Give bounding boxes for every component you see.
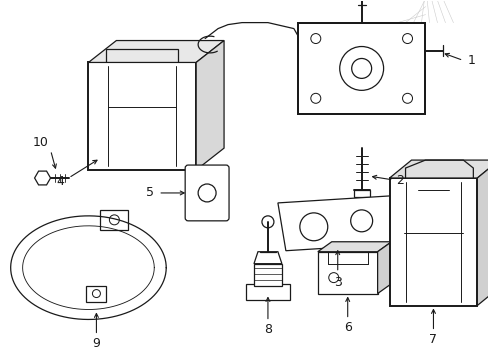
- Polygon shape: [88, 41, 224, 62]
- Text: 4: 4: [57, 175, 64, 189]
- Circle shape: [92, 289, 100, 298]
- Bar: [253, 264, 281, 285]
- Text: 6: 6: [343, 321, 351, 334]
- Circle shape: [350, 210, 372, 232]
- Polygon shape: [317, 242, 391, 252]
- Text: 7: 7: [428, 333, 437, 346]
- Circle shape: [109, 215, 119, 225]
- Circle shape: [198, 184, 216, 202]
- Bar: [297, 23, 425, 114]
- Text: 8: 8: [264, 323, 271, 336]
- Text: 10: 10: [33, 136, 48, 149]
- Polygon shape: [476, 160, 488, 306]
- Bar: [389, 178, 476, 306]
- Bar: [100, 210, 128, 230]
- Bar: [297, 23, 425, 114]
- Circle shape: [299, 213, 327, 241]
- Polygon shape: [389, 160, 488, 178]
- Polygon shape: [196, 41, 224, 170]
- Text: 9: 9: [92, 337, 100, 350]
- Circle shape: [351, 58, 371, 78]
- Polygon shape: [277, 195, 413, 251]
- Bar: [245, 284, 289, 300]
- Text: 5: 5: [146, 186, 154, 199]
- Polygon shape: [377, 242, 391, 293]
- Circle shape: [328, 273, 338, 283]
- Bar: [86, 285, 106, 302]
- Bar: [353, 190, 369, 197]
- Polygon shape: [405, 187, 425, 255]
- Circle shape: [402, 33, 412, 44]
- Polygon shape: [253, 252, 281, 264]
- Circle shape: [390, 200, 400, 210]
- Text: 2: 2: [396, 174, 404, 186]
- Text: 3: 3: [333, 276, 341, 289]
- Text: 1: 1: [467, 54, 474, 67]
- Circle shape: [310, 33, 320, 44]
- Circle shape: [402, 93, 412, 103]
- Circle shape: [339, 46, 383, 90]
- Bar: [317, 252, 377, 293]
- Circle shape: [262, 216, 273, 228]
- FancyBboxPatch shape: [185, 165, 228, 221]
- Circle shape: [310, 93, 320, 103]
- Bar: [88, 62, 196, 170]
